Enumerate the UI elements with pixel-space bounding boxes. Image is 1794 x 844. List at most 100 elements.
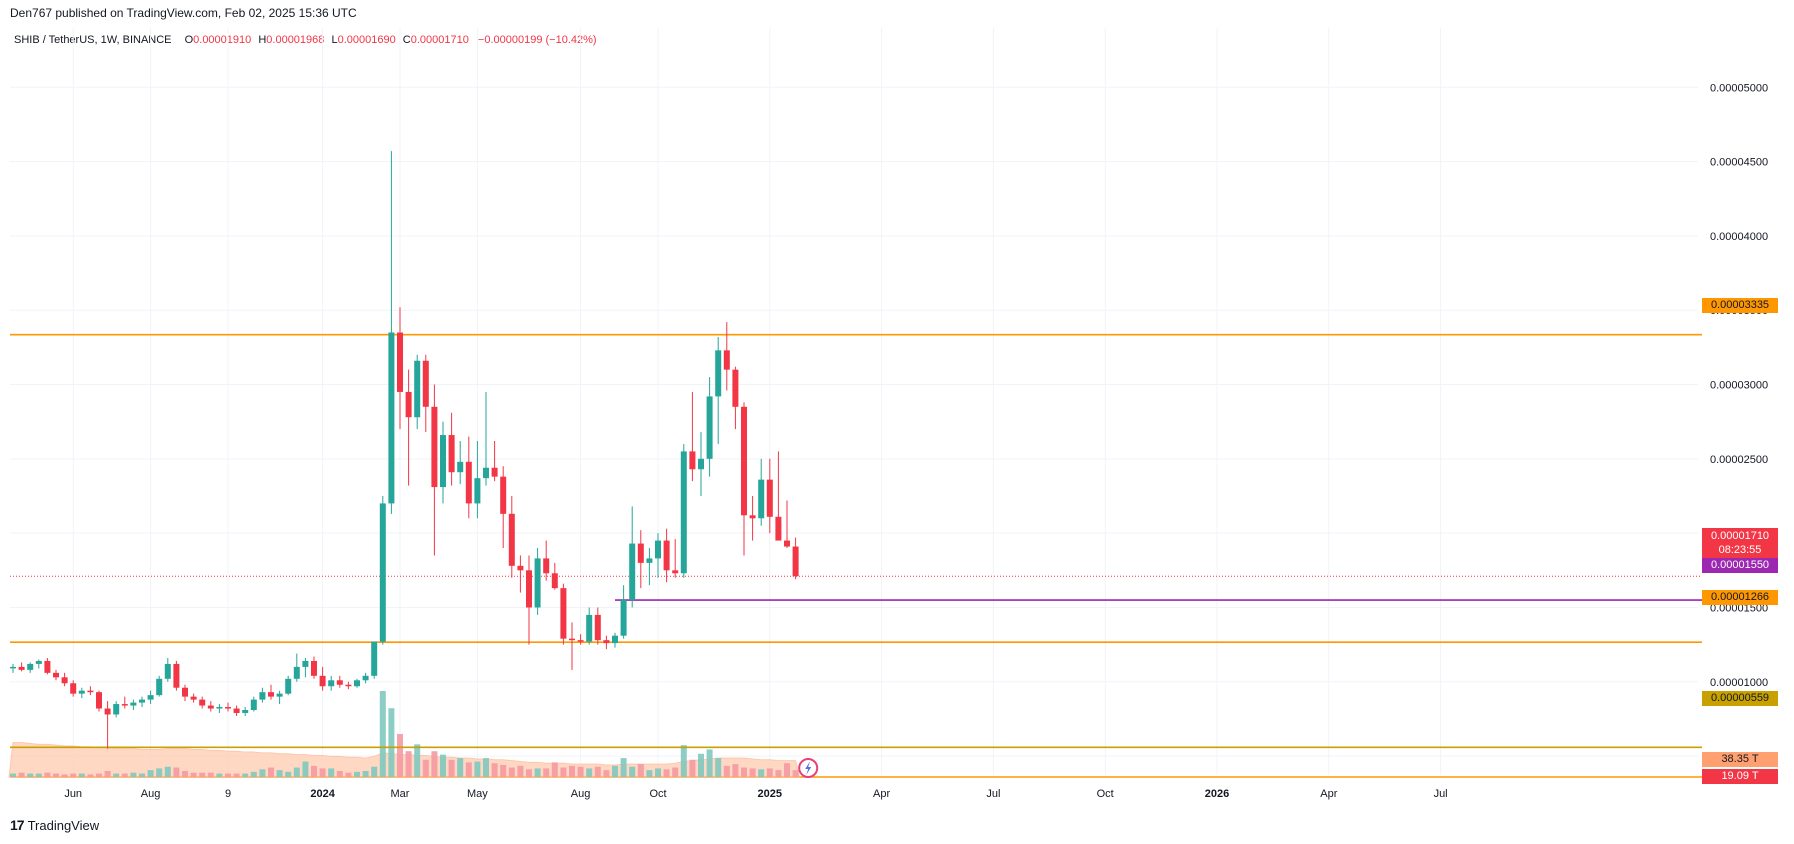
volume-bar	[448, 759, 455, 777]
volume-bar	[164, 766, 171, 777]
volume-bar	[18, 772, 25, 777]
candle-body	[526, 570, 532, 608]
candle-body	[345, 684, 352, 687]
candle-body	[96, 692, 102, 709]
volume-bar	[637, 764, 644, 777]
volume-bar	[78, 773, 85, 777]
volume-bar	[551, 762, 558, 777]
volume-bar	[121, 773, 128, 777]
volume-bar	[139, 773, 145, 777]
volume-bar	[182, 770, 188, 777]
volume-bar	[723, 765, 730, 777]
x-tick-label: Mar	[391, 788, 410, 800]
candle-body	[663, 540, 670, 571]
candle-body	[500, 476, 507, 514]
time-axis: Jun Aug 9 2024 Mar May Aug Oct 2025 Apr Jul Oct 2026…	[64, 788, 1447, 800]
candle-body	[457, 461, 464, 473]
candle-body	[302, 660, 309, 667]
candle-body	[543, 558, 550, 574]
candle-body	[612, 635, 618, 644]
open-label: O	[184, 34, 194, 46]
open-value: 0.00001910	[193, 34, 252, 46]
candle-body	[285, 678, 292, 694]
candle-body	[646, 558, 653, 563]
volume-bar	[285, 771, 292, 777]
last-price-tag: 0.00001710 08:23:55	[1702, 528, 1778, 558]
published-caption: Den767 published on TradingView.com, Feb…	[10, 6, 357, 20]
volume-bar	[500, 764, 507, 777]
candle-body	[637, 543, 644, 563]
candle-body	[672, 570, 679, 574]
tradingview-brand: TradingView	[27, 817, 100, 833]
volume-bar	[655, 768, 661, 777]
volume-ma-tag: 38.35 T	[1702, 752, 1778, 767]
candle-body	[577, 640, 584, 642]
candle-body	[483, 467, 489, 479]
volume-bar	[680, 745, 687, 777]
candle-body	[121, 704, 128, 706]
volume-bar	[603, 770, 610, 777]
volume-bar	[276, 770, 283, 777]
x-tick-label: 2024	[310, 788, 335, 800]
candle-body	[70, 683, 77, 694]
volume-bar	[569, 765, 575, 777]
candle-body	[104, 708, 111, 715]
candle-body	[655, 540, 661, 559]
volume-bar	[199, 772, 206, 777]
candle-body	[758, 479, 765, 519]
candle-body	[10, 666, 16, 669]
candle-body	[147, 695, 154, 700]
volume-bar	[53, 773, 59, 777]
symbol-label[interactable]: SHIB / TetherUS, 1W, BINANCE	[14, 34, 172, 46]
candle-body	[156, 678, 163, 696]
y-tick-label: 0.00001000	[1710, 677, 1768, 689]
price-chart[interactable]: 0.000005000.000010000.000015000.00002000…	[0, 0, 1794, 810]
x-tick-label: 9	[225, 788, 231, 800]
candle-body	[551, 573, 558, 589]
candle-body	[388, 332, 395, 504]
candle-body	[190, 696, 197, 700]
candle-body	[474, 478, 481, 504]
candle-body	[603, 640, 610, 644]
low-label: L	[331, 34, 338, 46]
candle-body	[354, 680, 360, 687]
volume-bar	[27, 773, 34, 777]
volume-bar	[543, 768, 550, 777]
volume-last-tag: 19.09 T	[1702, 769, 1778, 784]
candle-body	[250, 699, 257, 711]
close-value: 0.00001710	[410, 34, 469, 46]
candle-body	[164, 663, 171, 679]
volume-bar	[173, 767, 180, 777]
grid-lines	[10, 28, 1750, 778]
candle-body	[87, 690, 94, 693]
candle-body	[207, 705, 214, 709]
y-tick-label: 0.00003000	[1710, 380, 1768, 392]
candle-body	[741, 406, 747, 516]
volume-bar	[586, 768, 593, 777]
x-tick-label: Apr	[873, 788, 890, 800]
candle-body	[268, 692, 274, 697]
volume-bar	[311, 765, 317, 777]
volume-bar	[362, 770, 369, 777]
footer-brand[interactable]: 17 TradingView	[10, 817, 99, 833]
candle-body	[620, 600, 627, 636]
volume-bar	[319, 768, 326, 777]
volume-bar	[242, 773, 249, 777]
candle-body	[78, 690, 85, 694]
volume-bar	[414, 744, 421, 777]
volume-bar	[465, 762, 472, 777]
volume-bar	[328, 768, 335, 777]
volume-bar	[431, 751, 438, 777]
y-tick-label: 0.00004500	[1710, 157, 1768, 169]
volume-bar	[483, 758, 489, 777]
candle-body	[35, 660, 42, 664]
volume-bar	[749, 768, 756, 777]
close-label: C	[402, 34, 411, 46]
x-tick-label: Jul	[1434, 788, 1448, 800]
candle-body	[319, 675, 326, 687]
y-tick-label: 0.00001500	[1710, 602, 1768, 614]
volume-bar	[792, 770, 799, 777]
candle-body	[53, 672, 59, 678]
candle-body	[362, 675, 369, 681]
candle-body	[311, 660, 317, 676]
